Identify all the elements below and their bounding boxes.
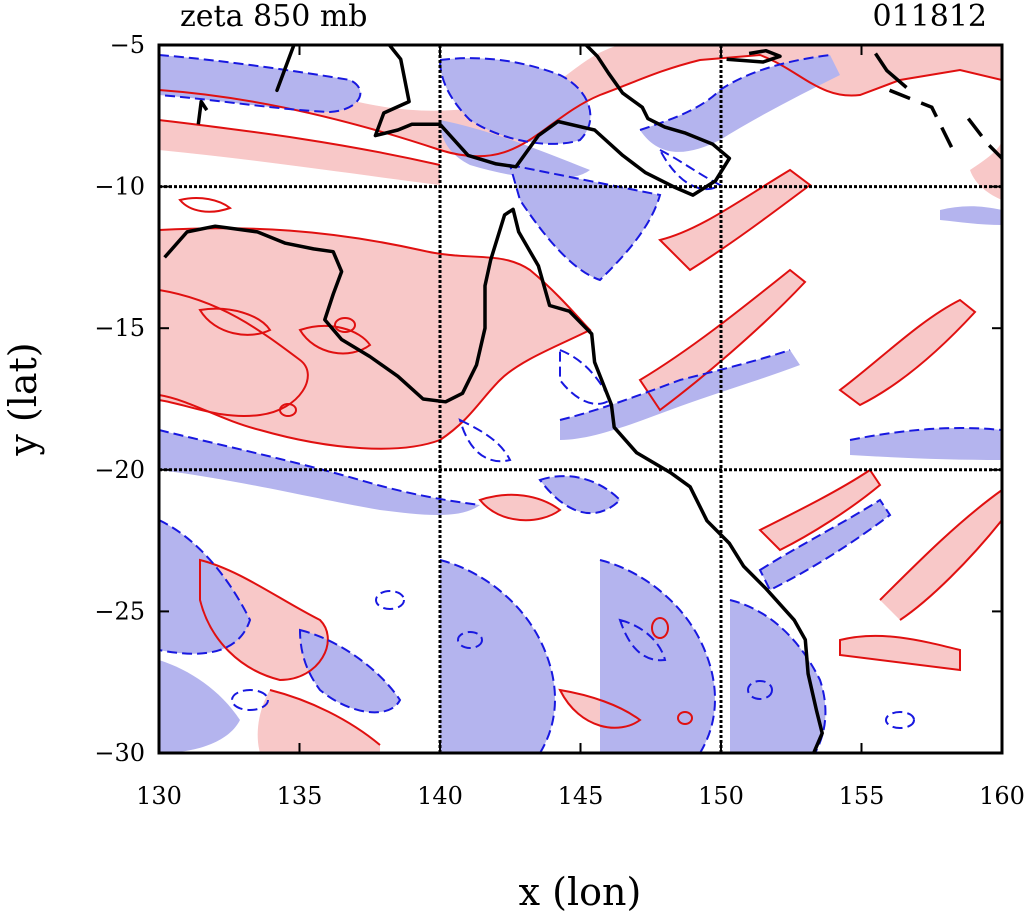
x-tick-label: 140 bbox=[417, 782, 463, 810]
x-axis-label: x (lon) bbox=[519, 870, 642, 913]
x-tick-label: 160 bbox=[979, 782, 1025, 810]
y-tick-label: −25 bbox=[94, 597, 145, 625]
grid-lines bbox=[159, 45, 1002, 753]
coastline-segment bbox=[373, 45, 732, 197]
negative-vorticity-contours bbox=[159, 54, 1002, 753]
coastline-segment bbox=[726, 48, 782, 64]
coastline-segment bbox=[163, 207, 824, 753]
y-tick-label: −15 bbox=[94, 314, 145, 342]
y-tick-label: −10 bbox=[94, 173, 145, 201]
y-tick-label: −30 bbox=[94, 739, 145, 767]
coastline-segment bbox=[275, 45, 296, 93]
x-tick-label: 130 bbox=[136, 782, 182, 810]
coastline-layer bbox=[163, 45, 1002, 753]
map-title-left: zeta 850 mb bbox=[180, 0, 368, 34]
coastline-segment bbox=[874, 52, 908, 89]
x-tick-label: 135 bbox=[277, 782, 323, 810]
y-tick-label: −20 bbox=[94, 456, 145, 484]
coastline-segment bbox=[196, 99, 209, 125]
axis-ticks: 130 135 140 145 150 155 160 −5 −10 −15 −20 −25 −30 bbox=[94, 31, 1025, 810]
plot-area bbox=[159, 45, 1002, 753]
y-axis-label: y (lat) bbox=[1, 342, 45, 456]
map-title-right: 011812 bbox=[872, 0, 987, 34]
dashed-boundary bbox=[888, 88, 956, 154]
positive-vorticity-contours bbox=[159, 53, 1002, 746]
y-tick-label: −5 bbox=[110, 31, 145, 59]
dashed-boundary bbox=[966, 117, 1002, 160]
x-tick-label: 145 bbox=[558, 782, 604, 810]
x-tick-label: 155 bbox=[839, 782, 885, 810]
x-tick-label: 150 bbox=[698, 782, 744, 810]
